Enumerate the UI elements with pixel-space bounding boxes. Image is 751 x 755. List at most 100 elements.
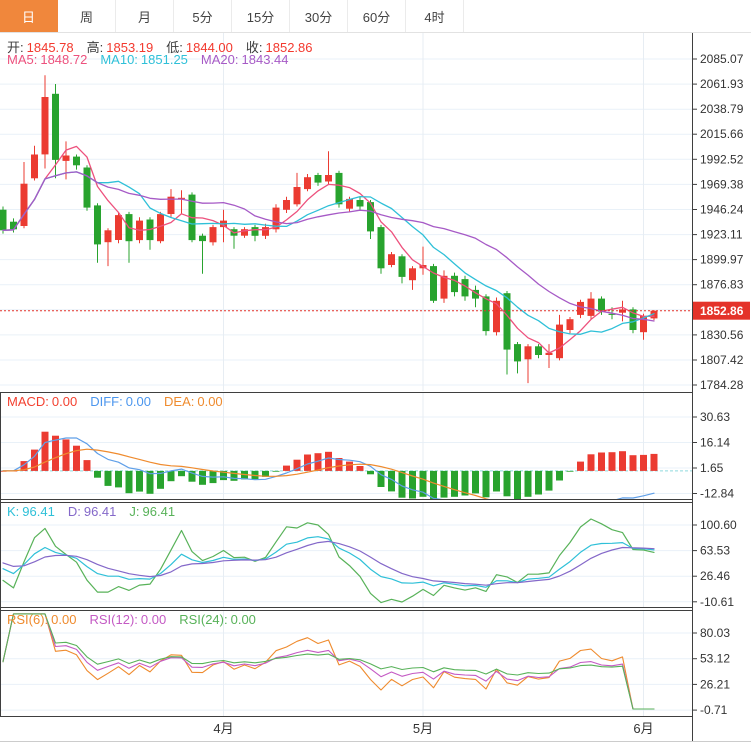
time-axis: 4月 5月 6月 <box>213 721 653 736</box>
svg-text:1876.83: 1876.83 <box>700 278 744 292</box>
tab-30min[interactable]: 30分 <box>290 0 348 32</box>
candle <box>367 202 374 232</box>
candle <box>356 200 364 207</box>
svg-text:5月: 5月 <box>413 721 433 736</box>
macd-axis: 30.63 16.14 1.65 -12.84 <box>692 410 734 501</box>
svg-text:1.65: 1.65 <box>700 461 724 475</box>
candle <box>430 266 437 301</box>
svg-text:1830.56: 1830.56 <box>700 328 744 342</box>
tab-15min[interactable]: 15分 <box>232 0 290 32</box>
candle <box>241 229 248 236</box>
candle <box>556 324 563 359</box>
svg-text:1946.24: 1946.24 <box>700 203 744 217</box>
rsi12-line <box>2 613 655 710</box>
candle <box>115 215 122 240</box>
svg-text:-0.71: -0.71 <box>700 703 728 717</box>
d-line <box>2 540 655 586</box>
panel-borders <box>0 32 751 742</box>
candle <box>167 196 175 214</box>
candle <box>104 230 112 243</box>
candle <box>409 268 416 281</box>
svg-text:30.63: 30.63 <box>700 410 730 424</box>
ma10-line <box>2 171 655 335</box>
tab-week[interactable]: 周 <box>58 0 116 32</box>
j-line <box>2 518 655 604</box>
candle <box>514 344 521 362</box>
tab-5min[interactable]: 5分 <box>174 0 232 32</box>
svg-text:1923.11: 1923.11 <box>700 228 743 242</box>
svg-text:63.53: 63.53 <box>700 544 730 558</box>
candle <box>20 183 28 226</box>
last-price-badge: 1852.86 <box>693 301 750 320</box>
candle <box>566 319 574 330</box>
candle <box>503 293 511 350</box>
tab-month[interactable]: 月 <box>116 0 174 32</box>
svg-text:-10.61: -10.61 <box>700 595 734 609</box>
dea-line <box>2 448 490 499</box>
candle <box>335 172 343 205</box>
candle <box>398 256 406 277</box>
candle <box>41 97 49 155</box>
candle <box>461 279 469 297</box>
candle <box>178 197 185 199</box>
candle <box>451 275 458 293</box>
candle <box>629 309 637 330</box>
candle <box>493 300 500 333</box>
rsi6-line <box>2 613 655 710</box>
candle <box>535 346 542 355</box>
diff-line <box>2 437 655 499</box>
candle <box>10 221 17 230</box>
candle <box>619 309 626 313</box>
candle <box>31 154 38 179</box>
gridlines <box>0 32 692 716</box>
candle <box>83 167 91 208</box>
k-line <box>2 536 655 588</box>
svg-text:26.46: 26.46 <box>700 569 730 583</box>
svg-text:2015.66: 2015.66 <box>700 127 744 141</box>
candles-layer <box>0 75 658 384</box>
svg-text:26.21: 26.21 <box>700 677 730 691</box>
candle <box>62 155 70 161</box>
candle <box>650 310 658 319</box>
candle <box>283 200 290 210</box>
svg-text:1784.28: 1784.28 <box>700 378 744 392</box>
svg-text:4月: 4月 <box>213 721 233 736</box>
candle <box>157 214 164 242</box>
candle <box>314 175 322 183</box>
svg-text:53.12: 53.12 <box>700 652 730 666</box>
candle <box>482 296 490 332</box>
tab-60min[interactable]: 60分 <box>348 0 406 32</box>
candle <box>545 352 553 355</box>
svg-text:80.03: 80.03 <box>700 626 730 640</box>
candle <box>262 227 269 236</box>
candle <box>304 177 311 190</box>
rsi-axis: 80.03 53.12 26.21 -0.71 <box>692 626 730 717</box>
svg-text:16.14: 16.14 <box>700 436 730 450</box>
svg-text:6月: 6月 <box>633 721 653 736</box>
ma20-line <box>2 171 655 322</box>
svg-text:1992.52: 1992.52 <box>700 152 744 166</box>
tab-day[interactable]: 日 <box>0 0 58 32</box>
candle <box>598 298 605 312</box>
svg-text:-12.84: -12.84 <box>700 487 734 501</box>
candle <box>209 227 217 243</box>
candle <box>577 301 584 315</box>
svg-text:1807.42: 1807.42 <box>700 353 744 367</box>
candle <box>524 346 532 360</box>
svg-text:1969.38: 1969.38 <box>700 177 744 191</box>
candle <box>640 315 647 333</box>
candle <box>293 187 301 205</box>
candle <box>73 156 80 166</box>
tab-4hour[interactable]: 4时 <box>406 0 464 32</box>
rsi24-line <box>2 613 655 710</box>
svg-text:1852.86: 1852.86 <box>700 304 744 318</box>
interval-toolbar: 日周月 5分 15分 30分 60分 4时 <box>0 0 751 33</box>
kdj-axis: 100.60 63.53 26.46 -10.61 <box>692 518 737 609</box>
ma5-line <box>2 145 655 354</box>
candle <box>199 235 206 242</box>
svg-text:2085.07: 2085.07 <box>700 52 744 66</box>
candle <box>440 275 448 299</box>
